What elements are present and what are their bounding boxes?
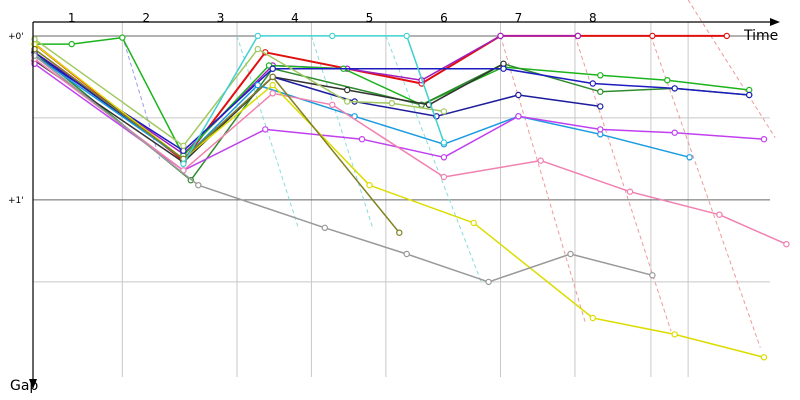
data-point-blue-6 bbox=[671, 85, 678, 92]
lap-label-2: 2 bbox=[142, 11, 150, 25]
data-point-teal-4 bbox=[403, 32, 410, 40]
data-point-yellow-8 bbox=[760, 354, 768, 361]
data-point-yellow-3 bbox=[269, 81, 276, 89]
gap-axis-arrow bbox=[29, 379, 37, 389]
data-point-teal-2 bbox=[254, 32, 261, 40]
time-axis-title: Time bbox=[743, 28, 778, 44]
data-point-grey-4 bbox=[403, 250, 410, 258]
lapped-line-5 bbox=[500, 35, 586, 324]
data-point-pink-8 bbox=[716, 211, 723, 218]
data-point-navy-6 bbox=[515, 91, 522, 99]
data-point-blue-4 bbox=[500, 65, 507, 72]
series-line-green bbox=[34, 36, 750, 157]
data-point-yellow-7 bbox=[671, 331, 678, 338]
data-point-violet-7 bbox=[597, 126, 604, 133]
series-line-red bbox=[33, 34, 727, 162]
data-point-green-9 bbox=[597, 72, 604, 79]
data-point-pink-6 bbox=[537, 157, 544, 164]
data-point-pink-5 bbox=[440, 173, 448, 181]
series-line-purple bbox=[34, 35, 578, 155]
lap-label-1: 1 bbox=[68, 11, 76, 25]
data-point-lightgreen-6 bbox=[440, 108, 448, 115]
data-point-pink-4 bbox=[329, 101, 336, 109]
data-point-teal-3 bbox=[329, 32, 336, 40]
data-point-yellow-4 bbox=[366, 181, 373, 189]
data-point-pink-9 bbox=[783, 240, 790, 248]
series-lightgreen bbox=[31, 36, 448, 149]
data-point-skyblue-8 bbox=[686, 154, 693, 161]
data-point-violet-8 bbox=[671, 129, 678, 136]
series-teal bbox=[180, 32, 448, 167]
lapped-line-8 bbox=[687, 0, 776, 138]
series-layer bbox=[31, 32, 790, 361]
series-olive bbox=[31, 49, 753, 184]
data-point-lightgreen-2 bbox=[180, 142, 187, 149]
lap-label-6: 6 bbox=[440, 11, 448, 25]
series-navy bbox=[31, 49, 604, 163]
lapped-line-3 bbox=[310, 35, 374, 230]
data-point-lightgreen-5 bbox=[388, 99, 395, 107]
series-line-yellow bbox=[34, 43, 765, 359]
data-point-blue-5 bbox=[589, 80, 597, 87]
data-point-violet-5 bbox=[440, 154, 448, 161]
data-point-dark-4 bbox=[344, 86, 351, 94]
data-point-purple-6 bbox=[497, 32, 504, 40]
data-point-blue-3 bbox=[269, 65, 276, 72]
lapped-line-2 bbox=[236, 35, 300, 230]
series-olive-drab bbox=[31, 45, 403, 236]
series-grey bbox=[31, 52, 656, 286]
data-point-grey-3 bbox=[321, 224, 328, 231]
data-point-grey-7 bbox=[649, 272, 656, 279]
labels-layer: 1 2 3 4 5 6 7 8 +0' +1' Time Gap bbox=[8, 11, 778, 394]
data-point-violet-9 bbox=[760, 135, 768, 143]
series-line-dark bbox=[34, 59, 504, 163]
data-point-teal-1 bbox=[180, 160, 187, 167]
time-axis-arrow bbox=[770, 18, 780, 26]
data-point-red-8 bbox=[723, 32, 731, 40]
data-point-violet-3 bbox=[262, 126, 269, 133]
data-point-grey-6 bbox=[567, 250, 574, 258]
lap-label-8: 8 bbox=[589, 11, 597, 25]
data-point-pink-7 bbox=[626, 188, 634, 195]
lap-label-4: 4 bbox=[291, 11, 299, 25]
data-point-teal-5 bbox=[440, 139, 448, 146]
data-point-lightgreen-3 bbox=[254, 45, 261, 53]
data-point-purple-7 bbox=[574, 32, 582, 40]
lapped-lines-layer bbox=[121, 0, 776, 348]
data-point-olive-drab-3 bbox=[269, 73, 276, 81]
lap-label-3: 3 bbox=[217, 11, 225, 25]
data-point-yellow-5 bbox=[470, 219, 477, 227]
data-point-yellow-6 bbox=[589, 314, 597, 322]
gap-tick-label-2: +1' bbox=[8, 196, 24, 206]
series-line-lightgreen bbox=[34, 38, 445, 147]
series-pink bbox=[31, 55, 790, 248]
data-point-violet-4 bbox=[358, 135, 366, 143]
data-point-green-2 bbox=[68, 40, 75, 48]
gap-tick-label-1: +0' bbox=[8, 32, 24, 42]
data-point-green-10 bbox=[664, 76, 671, 84]
gap-axis-title: Gap bbox=[10, 378, 38, 394]
series-purple bbox=[31, 32, 582, 158]
data-point-blue-7 bbox=[746, 91, 753, 99]
series-line-olive bbox=[34, 51, 750, 181]
axes-layer bbox=[29, 18, 780, 389]
data-point-skyblue-3 bbox=[254, 81, 261, 89]
lapped-line-7 bbox=[650, 35, 761, 348]
data-point-violet-6 bbox=[515, 113, 522, 120]
lap-label-7: 7 bbox=[515, 11, 523, 25]
data-point-lightgreen-4 bbox=[344, 98, 351, 105]
lap-label-5: 5 bbox=[366, 11, 374, 25]
data-point-olive-6 bbox=[597, 88, 604, 95]
data-point-pink-3 bbox=[269, 90, 276, 97]
data-point-grey-5 bbox=[485, 278, 492, 286]
series-line-olive-drab bbox=[34, 48, 400, 234]
lapped-line-6 bbox=[574, 35, 672, 332]
data-point-grey-2 bbox=[195, 181, 202, 189]
data-point-green-3 bbox=[119, 34, 126, 41]
data-point-navy-7 bbox=[597, 103, 604, 110]
data-point-red-7 bbox=[649, 32, 656, 40]
data-point-olive-drab-4 bbox=[396, 229, 403, 236]
